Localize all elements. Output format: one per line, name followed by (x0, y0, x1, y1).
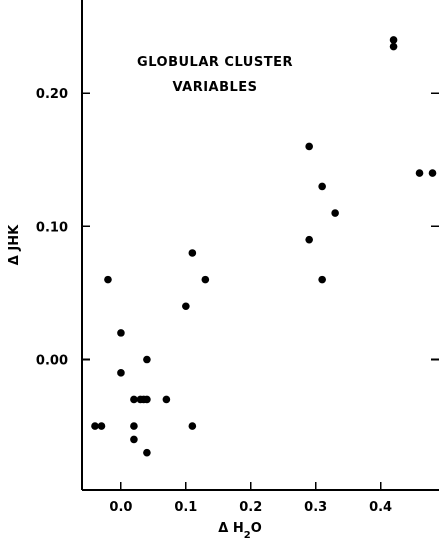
data-point (97, 422, 106, 430)
y-tick-label: 0.10 (36, 220, 68, 235)
plot-frame (81, 0, 439, 491)
data-point (117, 369, 125, 377)
data-point (415, 169, 424, 177)
data-point (143, 355, 151, 364)
data-point (305, 142, 313, 151)
data-point (130, 422, 138, 430)
y-axis-label: Δ JHK (7, 224, 22, 265)
data-point (389, 36, 398, 44)
title-line-2: VARIABLES (172, 80, 257, 95)
data-point (143, 395, 151, 404)
x-axis-label: Δ H2O (218, 521, 262, 541)
data-points (91, 36, 437, 457)
data-point (117, 329, 125, 337)
x-tick-label: 0.2 (239, 500, 262, 515)
data-point (188, 249, 197, 257)
data-point (389, 42, 398, 51)
y-axis-ticks: 0.00 0.10 0.20 (36, 87, 439, 369)
chart-title: GLOBULAR CLUSTER VARIABLES (137, 55, 293, 95)
x-tick-label: 0.0 (109, 500, 132, 515)
y-tick-label: 0.20 (36, 87, 68, 102)
x-tick-label: 0.1 (174, 500, 197, 515)
y-tick-label: 0.00 (36, 354, 68, 369)
title-line-1: GLOBULAR CLUSTER (137, 55, 293, 70)
data-point (331, 209, 339, 217)
data-point (182, 302, 190, 311)
data-point (318, 275, 326, 284)
data-point (91, 422, 99, 430)
data-point (188, 422, 197, 430)
data-point (130, 435, 138, 444)
data-point (305, 235, 313, 244)
x-axis-ticks: 0.0 0.1 0.2 0.3 0.4 (109, 482, 392, 515)
data-point (318, 182, 326, 191)
data-point (428, 169, 437, 177)
data-point (143, 448, 151, 457)
x-tick-label: 0.3 (304, 500, 327, 515)
data-point (104, 275, 112, 284)
data-point (162, 395, 171, 404)
x-tick-label: 0.4 (369, 500, 392, 515)
data-point (130, 395, 138, 404)
data-point (201, 275, 210, 284)
